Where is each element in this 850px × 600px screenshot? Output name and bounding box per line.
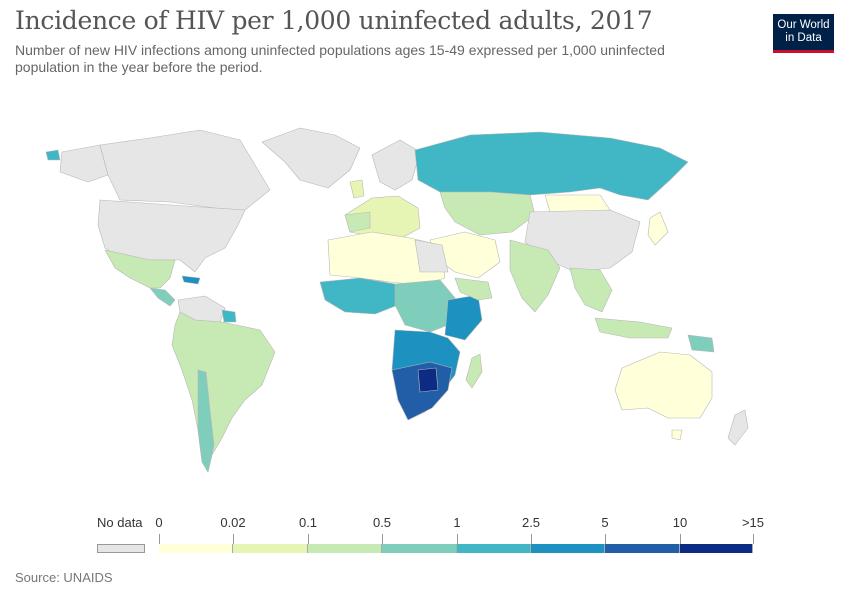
region-west-africa[interactable] [319,277,399,315]
region-iberia[interactable] [344,211,371,233]
legend-bin[interactable] [233,544,308,553]
region-uk[interactable] [349,179,365,199]
legend-no-data-label: No data [97,515,143,530]
legend-bin[interactable] [159,544,233,553]
region-russia[interactable] [414,131,689,201]
region-mexico[interactable] [104,249,176,289]
legend-label-0: 0 [155,515,163,530]
region-indonesia[interactable] [594,317,673,339]
region-central-africa[interactable] [394,279,456,333]
legend-no-data-swatch[interactable] [97,544,145,553]
region-tasmania[interactable] [671,429,683,441]
legend-tick [605,534,606,544]
region-usa[interactable] [97,199,246,273]
logo-line-1: Our World [777,19,830,31]
region-egypt[interactable] [414,239,449,273]
region-central-asia[interactable] [439,191,536,236]
region-scandinavia[interactable] [371,139,421,191]
legend-tick [233,534,234,544]
legend-tick [680,534,681,544]
region-central-america[interactable] [149,287,176,307]
chart-title: Incidence of HIV per 1,000 uninfected ad… [15,6,653,35]
region-botswana[interactable] [417,367,439,393]
region-new-zealand[interactable] [727,409,749,446]
region-alaska-teal[interactable] [45,149,61,161]
region-australia[interactable] [614,351,713,419]
legend-tick [308,534,309,544]
region-horn-of-africa[interactable] [454,277,493,301]
legend-tick [382,534,383,544]
legend-tick [531,534,532,544]
legend-tick [457,534,458,544]
owid-logo[interactable]: Our World in Data [773,14,834,53]
map-legend: No data 0 0.02 0.1 0.5 1 2.5 5 10 >15 [0,512,850,562]
legend-label-3: 0.5 [372,515,392,530]
region-chile[interactable] [197,369,215,473]
world-map [45,127,749,473]
region-south-america[interactable] [171,311,276,473]
legend-tick [753,534,754,544]
legend-label-1: 0.02 [220,515,246,530]
legend-bin[interactable] [680,544,753,553]
region-india[interactable] [509,239,561,313]
region-greenland[interactable] [261,127,361,189]
legend-tick [159,534,160,544]
region-se-asia[interactable] [569,267,613,313]
region-papua[interactable] [687,334,715,353]
legend-label-6: 5 [601,515,609,530]
legend-bin[interactable] [382,544,457,553]
region-caribbean[interactable] [181,275,201,285]
source-note: Source: UNAIDS [15,570,113,585]
legend-label-5: 2.5 [521,515,541,530]
logo-line-2: in Data [785,32,822,44]
region-alaska[interactable] [59,144,109,183]
legend-bin[interactable] [531,544,605,553]
region-guianas[interactable] [221,309,237,323]
region-east-africa[interactable] [444,294,483,341]
region-canada[interactable] [99,129,271,211]
legend-label-2: 0.1 [298,515,318,530]
region-madagascar[interactable] [465,353,483,389]
legend-label-7: 10 [672,515,688,530]
region-japan[interactable] [647,211,669,246]
chart-subtitle: Number of new HIV infections among uninf… [15,42,665,75]
legend-bin[interactable] [457,544,531,553]
legend-label-last: >15 [741,515,765,530]
legend-bin[interactable] [605,544,680,553]
legend-label-4: 1 [453,515,461,530]
legend-bin[interactable] [308,544,382,553]
